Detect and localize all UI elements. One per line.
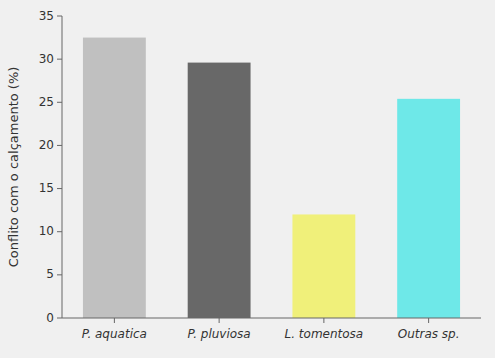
x-tick: [428, 318, 429, 323]
y-tick-label: 35: [39, 9, 54, 23]
bar: [188, 63, 251, 318]
y-tick-label: 0: [46, 311, 54, 325]
x-tick: [323, 318, 324, 323]
y-tick-label: 15: [39, 181, 54, 195]
y-tick-label: 20: [39, 138, 54, 152]
y-tick: [57, 145, 62, 146]
y-tick: [57, 231, 62, 232]
x-tick-label: P. pluviosa: [188, 327, 251, 341]
chart-svg: 0 5 10 15 20 25 30 35 P. aquatica P. pluviosa L. t…: [0, 0, 495, 358]
y-tick: [57, 188, 62, 189]
page: {"chart_data": {"type": "bar", "categori…: [0, 0, 495, 358]
y-tick-label: 30: [39, 52, 54, 66]
y-tick: [57, 318, 62, 319]
bar: [83, 38, 146, 318]
y-axis-label: Conflito com o calçamento (%): [6, 67, 21, 268]
x-tick-label: Outras sp.: [398, 327, 460, 341]
bar: [397, 99, 460, 318]
x-axis-line: [62, 318, 481, 319]
x-tick-label: L. tomentosa: [285, 327, 364, 341]
y-tick: [57, 59, 62, 60]
x-tick: [114, 318, 115, 323]
x-tick: [219, 318, 220, 323]
y-axis-line: [62, 16, 63, 318]
chart-container: 0 5 10 15 20 25 30 35 P. aquatica P. pluviosa L. t…: [0, 0, 495, 358]
y-tick: [57, 16, 62, 17]
x-tick-label: P. aquatica: [82, 327, 147, 341]
y-tick: [57, 274, 62, 275]
y-tick-label: 5: [46, 267, 54, 281]
y-tick-label: 10: [39, 224, 54, 238]
y-tick: [57, 102, 62, 103]
bar: [292, 214, 355, 318]
bars: [83, 38, 460, 318]
y-tick-label: 25: [39, 95, 54, 109]
